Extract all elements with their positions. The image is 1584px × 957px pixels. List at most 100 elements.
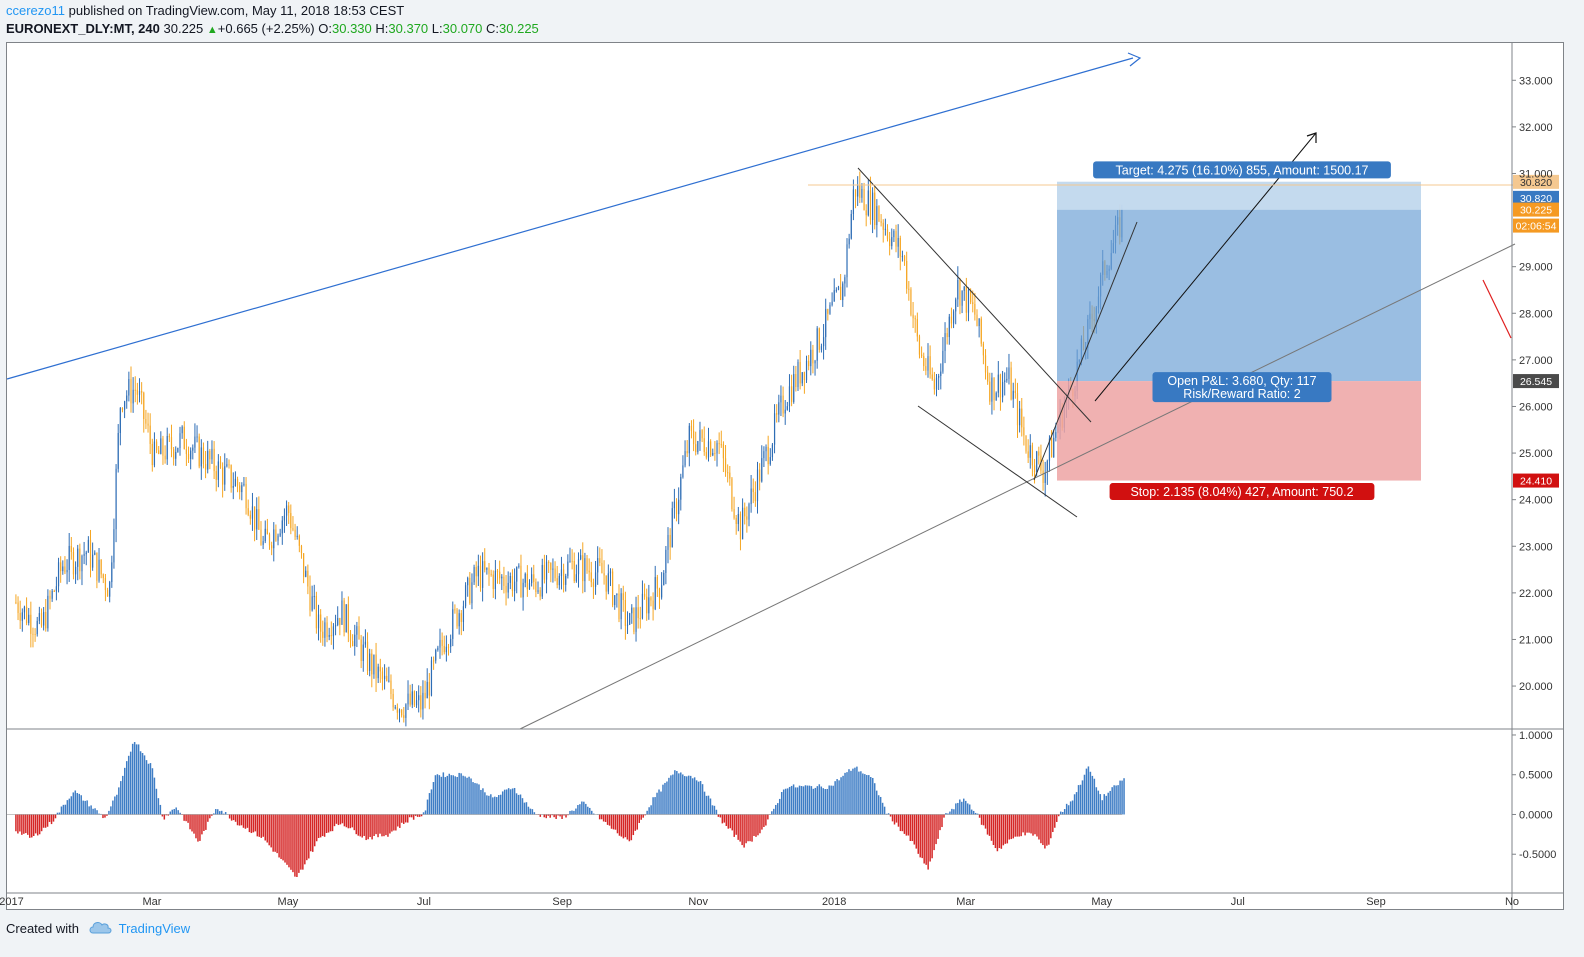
close-label: C:: [486, 21, 500, 36]
candle-body: [411, 691, 413, 705]
candle-body: [548, 561, 550, 564]
price-tick-label: 33.000: [1519, 75, 1553, 87]
candle-body: [631, 607, 633, 614]
candle-body: [437, 647, 439, 651]
candle-body: [692, 430, 695, 445]
candle-body: [43, 611, 45, 626]
candle-body: [511, 576, 514, 592]
candle-body: [285, 505, 288, 516]
candle-body: [1050, 438, 1053, 458]
wedge-lower-line: [917, 405, 1078, 518]
candle-body: [852, 189, 855, 215]
target-price-badge-bg: [1513, 174, 1559, 189]
candle-body: [482, 561, 484, 588]
price-tick-label: 26.000: [1519, 401, 1553, 413]
candle-body: [488, 567, 490, 574]
candle-body: [1029, 445, 1031, 458]
candle-body: [307, 570, 309, 587]
candle-body: [822, 337, 825, 347]
candle-body: [895, 230, 897, 247]
candle-body: [556, 578, 558, 586]
last-price-badge-bg: [1513, 202, 1559, 217]
candle-body: [190, 450, 192, 460]
candle-body: [571, 560, 573, 562]
time-axis-label: No: [1505, 896, 1519, 908]
last-price-badge: 30.225: [1520, 205, 1552, 217]
candle-body: [409, 693, 411, 705]
wedge-upper-line: [857, 167, 1092, 423]
candle-body: [710, 441, 712, 456]
tradingview-brand-link[interactable]: TradingView: [118, 921, 191, 936]
candle-body: [128, 379, 130, 396]
candle-body: [580, 555, 582, 560]
candle-body: [25, 606, 28, 623]
candle-body: [499, 571, 501, 579]
price-tick-label: 20.000: [1519, 681, 1553, 693]
candle-body: [200, 447, 202, 467]
candle-body: [805, 360, 808, 381]
candle-body: [187, 454, 190, 460]
candle-body: [754, 492, 756, 502]
candle-body: [47, 595, 49, 629]
candle-body: [967, 289, 970, 313]
author-link[interactable]: ccerezo11: [6, 3, 66, 18]
candle-body: [92, 554, 94, 568]
candle-body: [356, 626, 358, 635]
candle-body: [942, 350, 944, 372]
created-with-text: Created with: [6, 921, 79, 936]
candle-body: [364, 641, 367, 645]
candle-body: [153, 441, 156, 466]
candle-body: [946, 333, 948, 338]
time-axis-label: Jul: [1231, 896, 1245, 908]
last-price: 30.225: [163, 21, 204, 36]
candle-body: [513, 581, 516, 592]
candle-body: [882, 222, 884, 230]
candle-body: [262, 541, 264, 545]
candle-body: [667, 534, 669, 550]
candle-body: [136, 389, 138, 395]
candle-body: [727, 472, 729, 474]
candle-body: [778, 402, 780, 415]
candle-body: [443, 645, 445, 653]
candle-body: [1055, 432, 1057, 438]
candle-body: [833, 290, 835, 302]
candle-body: [106, 590, 109, 597]
candle-body: [999, 374, 1002, 398]
candle-body: [273, 529, 275, 549]
candle-body: [729, 472, 731, 479]
candle-body: [222, 467, 224, 485]
entry-price-badge: 26.545: [1520, 376, 1552, 388]
candle-body: [204, 463, 207, 470]
candle-body: [516, 566, 518, 582]
candle-body: [901, 256, 904, 258]
candle-body: [535, 581, 537, 592]
candle-body: [68, 545, 70, 570]
candle-body: [746, 516, 748, 520]
candle-body: [264, 528, 266, 542]
candle-body: [874, 192, 876, 226]
candle-body: [950, 316, 953, 324]
low-value: 30.070: [442, 21, 483, 36]
candle-body: [149, 425, 151, 444]
blue-trend-arrowhead-icon: [1127, 52, 1142, 67]
candle-body: [19, 612, 21, 621]
candle-body: [797, 362, 799, 388]
candle-body: [339, 618, 341, 625]
candle-body: [375, 654, 377, 679]
candle-body: [147, 423, 149, 426]
candle-body: [215, 471, 217, 480]
candle-body: [891, 237, 893, 247]
candle-body: [456, 609, 458, 627]
candle-body: [21, 612, 23, 621]
candle-body: [1016, 393, 1019, 426]
target-label-text: Target: 4.275 (16.10%) 855, Amount: 1500…: [1116, 163, 1369, 177]
candle-body: [739, 513, 742, 540]
candle-body: [77, 548, 79, 567]
candle-body: [910, 289, 912, 315]
candle-body: [113, 529, 115, 563]
candle-body: [592, 582, 595, 587]
candle-body: [458, 613, 460, 627]
osc-tick-label: 0.0000: [1519, 809, 1553, 821]
candle-body: [296, 535, 298, 537]
